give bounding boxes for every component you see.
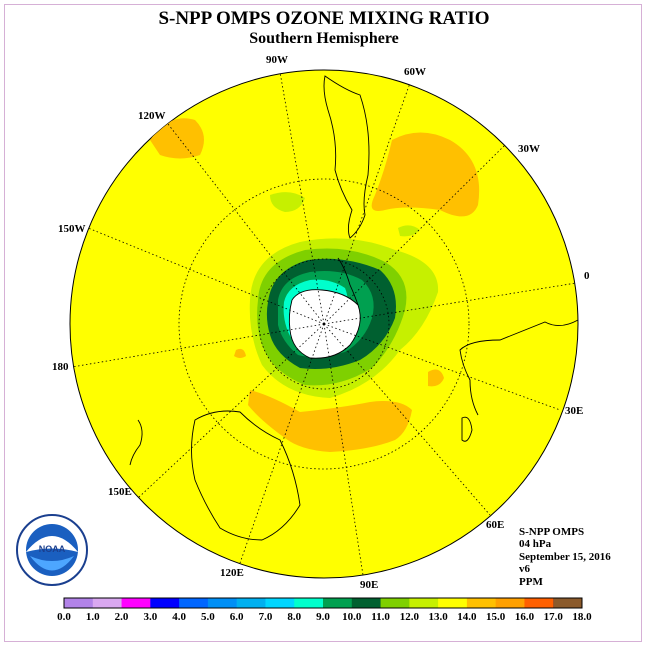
colorbar-swatch — [409, 598, 439, 608]
map-title: S-NPP OMPS OZONE MIXING RATIO — [158, 8, 490, 29]
colorbar-tick-label: 15.0 — [486, 611, 506, 623]
colorbar: 0.0 1.0 2.0 3.0 4.0 5.0 6.0 7.0 8.0 9.0 10.0 11.0 12… — [57, 597, 592, 623]
svg-text:NOAA: NOAA — [39, 544, 66, 554]
orange-region-atlantic — [371, 132, 480, 217]
colorbar-swatch — [380, 598, 410, 608]
colorbar-tick-label: 11.0 — [371, 611, 390, 623]
colorbar-swatch — [524, 598, 554, 608]
colorbar-tick-label: 5.0 — [201, 611, 215, 623]
colorbar-swatch — [64, 598, 94, 608]
colorbar-tick-label: 4.0 — [172, 611, 186, 623]
colorbar-tick-label: 18.0 — [572, 611, 592, 623]
coast-south-america — [323, 75, 370, 239]
colorbar-tick-label: 9.0 — [316, 611, 330, 623]
colorbar-border — [63, 597, 583, 609]
meridian-lines — [71, 71, 577, 576]
colorbar-swatch — [92, 598, 123, 608]
colorbar-swatch — [351, 598, 382, 608]
lon-label: 120W — [138, 110, 166, 122]
colorbar-tick-label: 16.0 — [515, 611, 535, 623]
colorbar-swatch — [236, 598, 266, 608]
colorbar-swatch — [121, 598, 151, 608]
colorbar-swatch — [553, 598, 582, 608]
colorbar-tick-label: 1.0 — [86, 611, 100, 623]
coastlines — [129, 75, 579, 541]
lon-label: 150W — [58, 223, 86, 235]
colorbar-swatch — [438, 598, 468, 608]
info-instrument: S-NPP OMPS — [519, 526, 585, 538]
colorbar-swatch — [179, 598, 209, 608]
lon-label: 30W — [518, 143, 540, 155]
colorbar-swatch — [466, 598, 497, 608]
colorbar-swatch — [323, 598, 353, 608]
lon-label: 90E — [360, 579, 378, 591]
orange-region-small-east — [428, 369, 444, 387]
info-block: S-NPP OMPS 04 hPa September 15, 2016 v6 … — [519, 526, 611, 588]
lon-label: 180 — [52, 361, 69, 373]
colorbar-tick-label: 3.0 — [143, 611, 157, 623]
coast-antarctica — [288, 289, 361, 359]
info-units: PPM — [519, 575, 543, 588]
orange-region-south — [248, 390, 412, 452]
colorbar-tick-label: 0.0 — [57, 611, 71, 623]
colorbar-tick-label: 13.0 — [428, 611, 448, 623]
coast-australia — [191, 410, 301, 541]
colorbar-tick-label: 10.0 — [342, 611, 362, 623]
colorbar-tick-label: 17.0 — [544, 611, 564, 623]
coast-madagascar — [461, 416, 473, 442]
colorbar-swatch — [207, 598, 238, 608]
lon-label: 0 — [584, 270, 590, 282]
coast-africa — [459, 319, 579, 416]
orange-region-pacific-nw — [150, 118, 204, 159]
light-green-patch-2 — [398, 225, 420, 237]
lon-label: 30E — [565, 405, 583, 417]
image-frame — [4, 4, 642, 642]
info-version: v6 — [519, 563, 530, 576]
noaa-logo: NOAA — [16, 514, 88, 586]
orange-region-small-west — [234, 348, 246, 358]
lon-label: 90W — [266, 54, 288, 66]
colorbar-swatch — [265, 598, 295, 608]
info-date: September 15, 2016 — [519, 550, 611, 563]
colorbar-tick-label: 2.0 — [115, 611, 129, 623]
colorbar-tick-label: 14.0 — [457, 611, 477, 623]
lon-label: 60E — [486, 519, 504, 531]
latitude-circles — [178, 178, 470, 470]
coast-new-zealand — [129, 419, 143, 466]
info-pressure: 04 hPa — [519, 538, 552, 551]
longitude-labels: 90W 60W 30W 0 30E 60E 90E 120E 150E 180 … — [52, 54, 590, 591]
colorbar-tick-label: 8.0 — [287, 611, 301, 623]
colorbar-tick-label: 12.0 — [400, 611, 420, 623]
lon-label: 120E — [220, 567, 244, 579]
colorbar-swatch — [150, 598, 180, 608]
lon-label: 150E — [108, 486, 132, 498]
colorbar-tick-label: 6.0 — [230, 611, 244, 623]
colorbar-swatch — [495, 598, 525, 608]
coast-antarctic-peninsula — [337, 257, 359, 306]
colorbar-tick-label: 7.0 — [259, 611, 273, 623]
lon-label: 60W — [404, 66, 426, 78]
light-green-patch-1 — [270, 192, 305, 212]
colorbar-swatch — [294, 598, 324, 608]
map-subtitle: Southern Hemisphere — [249, 30, 399, 47]
